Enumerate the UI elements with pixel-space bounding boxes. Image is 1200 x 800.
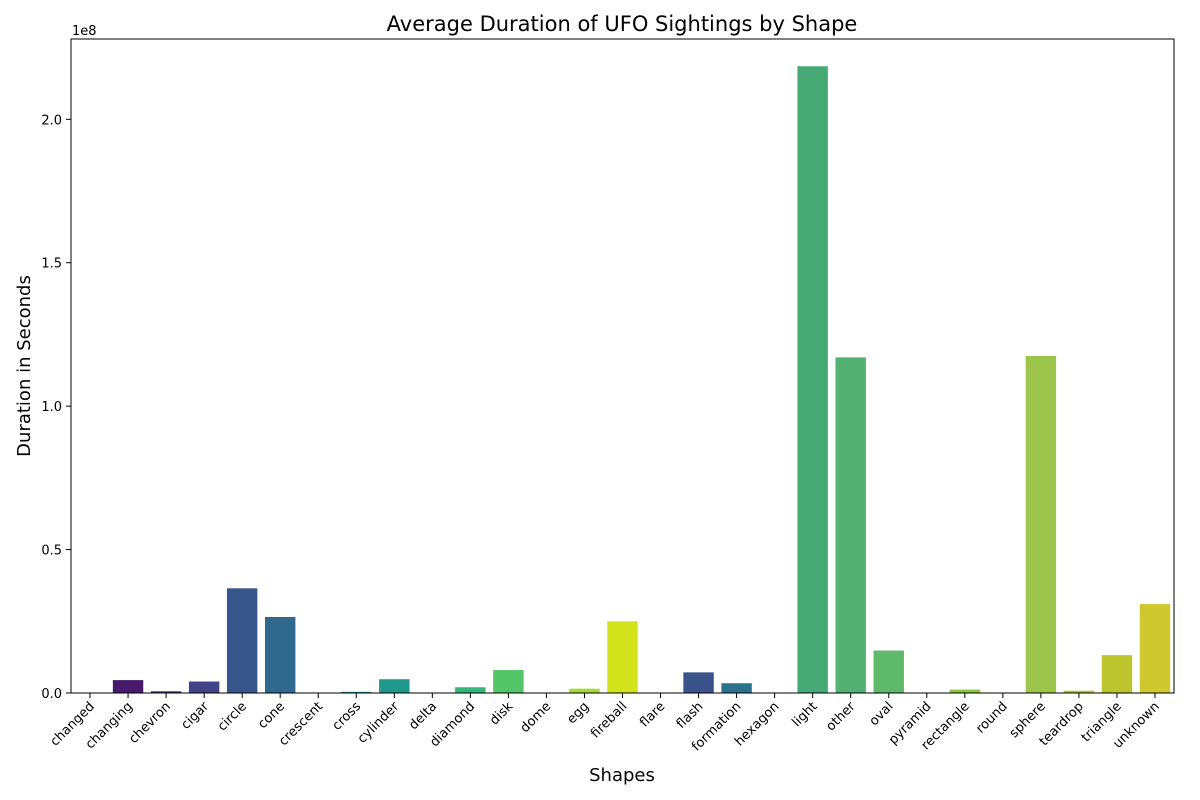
- bar-teardrop: [1063, 690, 1095, 693]
- bar-oval: [873, 650, 904, 693]
- bar-circle: [226, 588, 258, 693]
- y-tick-label: 0.0: [41, 687, 62, 702]
- bar-disk: [493, 670, 524, 693]
- y-axis-title: Duration in Seconds: [14, 275, 35, 457]
- bar-cone: [264, 616, 296, 693]
- y-tick-label: 0.5: [41, 544, 62, 559]
- y-offset-label: 1e8: [72, 24, 97, 39]
- bars: [112, 66, 1171, 693]
- x-tick-label-circle: circle: [215, 699, 250, 734]
- y-axis-ticks: 0.0 0.5 1.0 1.5 2.0: [41, 113, 71, 702]
- x-tick-label-delta: delta: [406, 699, 440, 733]
- bar-changing: [112, 680, 144, 693]
- bar-diamond: [455, 687, 486, 693]
- bar-chevron: [150, 691, 182, 693]
- x-tick-label-cross: cross: [330, 699, 365, 734]
- x-tick-label-cigar: cigar: [178, 699, 212, 733]
- x-tick-label-other: other: [823, 699, 859, 735]
- y-tick-label: 1.5: [41, 257, 62, 272]
- bar-cylinder: [379, 679, 410, 693]
- bar-sphere: [1025, 355, 1057, 693]
- bar-flash: [683, 672, 714, 693]
- bar-fireball: [607, 621, 638, 693]
- chart-title: Average Duration of UFO Sightings by Sha…: [387, 12, 858, 36]
- x-tick-label-disk: disk: [487, 699, 516, 728]
- x-tick-label-cone: cone: [255, 699, 288, 732]
- x-tick-label-chevron: chevron: [126, 699, 174, 747]
- x-tick-label-flash: flash: [674, 699, 707, 732]
- x-tick-label-flare: flare: [637, 699, 668, 730]
- bar-cigar: [188, 681, 220, 693]
- x-tick-label-round: round: [973, 699, 1010, 736]
- x-tick-label-oval: oval: [867, 699, 897, 729]
- x-axis-title: Shapes: [589, 765, 655, 786]
- y-tick-label: 1.0: [41, 400, 62, 415]
- x-tick-label-cylinder: cylinder: [355, 699, 403, 747]
- x-tick-label-fireball: fireball: [588, 699, 630, 741]
- bar-triangle: [1101, 655, 1133, 693]
- x-tick-label-egg: egg: [564, 699, 592, 727]
- bar-unknown: [1139, 604, 1171, 693]
- x-tick-label-dome: dome: [518, 699, 555, 736]
- y-tick-label: 2.0: [41, 113, 62, 128]
- bar-egg: [569, 688, 600, 693]
- bar-cross: [341, 691, 372, 693]
- x-tick-label-light: light: [790, 699, 821, 730]
- bar-other: [835, 357, 866, 693]
- plot-frame: [70, 38, 1175, 694]
- bar-rectangle: [949, 689, 981, 693]
- bar-light: [797, 66, 828, 693]
- bar-formation: [721, 683, 752, 693]
